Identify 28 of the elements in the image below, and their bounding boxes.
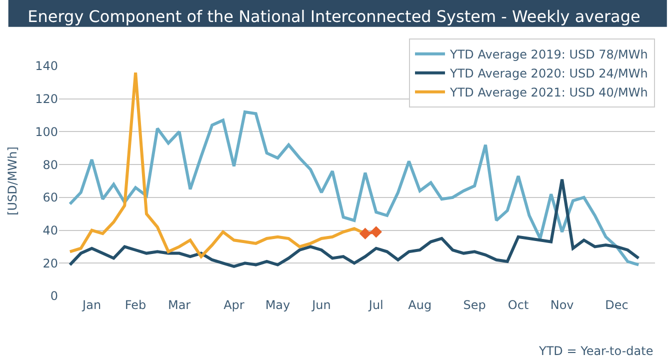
y-tick-label: 140: [35, 59, 58, 74]
y-tick-label: 0: [50, 289, 58, 304]
chart-title: Energy Component of the National Interconnected System - Weekly average: [28, 6, 640, 26]
y-axis-title: [USD/MWh]: [5, 146, 20, 216]
y-tick-label: 120: [35, 92, 58, 106]
x-tick-label: Dec: [605, 298, 628, 312]
x-tick-label: Feb: [124, 298, 146, 312]
y-tick-label: 60: [42, 190, 58, 205]
x-tick-label: May: [265, 298, 290, 312]
x-tick-label: Mar: [168, 298, 191, 312]
y-tick-label: 100: [35, 124, 58, 139]
x-tick-label: Oct: [508, 298, 529, 312]
x-tick-label: Jan: [82, 298, 102, 312]
y-tick-label: 40: [42, 223, 58, 238]
y-tick-label: 20: [42, 256, 58, 270]
x-tick-label: Jun: [311, 298, 331, 312]
x-tick-label: Apr: [224, 298, 244, 312]
x-tick-label: Aug: [408, 298, 432, 312]
line-series: [68, 178, 640, 268]
y-tick-label: 80: [42, 158, 58, 172]
legend-label: YTD Average 2019: USD 78/MWh: [449, 48, 648, 62]
legend-label: YTD Average 2021: USD 40/MWh: [449, 86, 648, 100]
line-series: [68, 110, 640, 266]
text: YTD = Year-to-date: [538, 344, 654, 358]
x-tick-label: Nov: [550, 298, 574, 312]
legend-label: YTD Average 2020: USD 24/MWh: [449, 66, 648, 81]
x-tick-label: Sep: [463, 298, 486, 312]
x-tick-label: Jul: [368, 298, 384, 312]
